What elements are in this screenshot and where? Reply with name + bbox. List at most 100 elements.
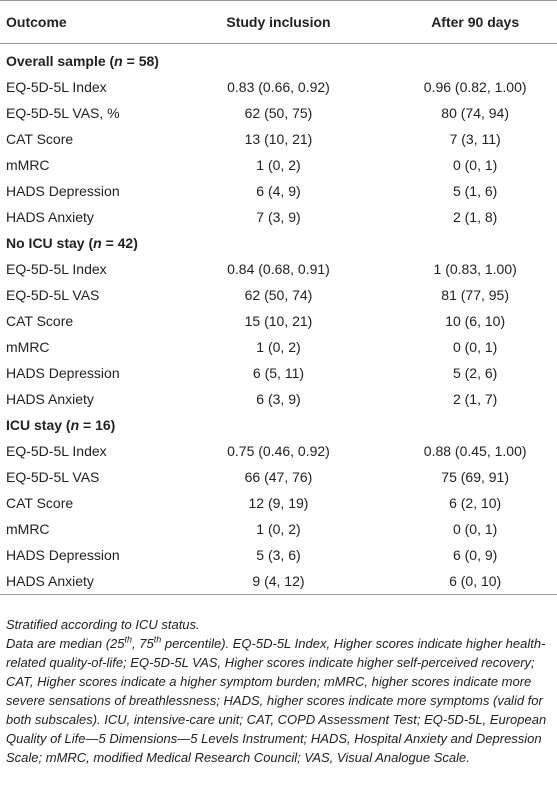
data-row: CAT Score 15 (10, 21) 10 (6, 10) xyxy=(0,308,557,334)
cell: 6 (3, 9) xyxy=(256,391,301,407)
column-header: Outcome xyxy=(0,0,186,44)
cell: 10 (6, 10) xyxy=(445,313,506,329)
cell: mMRC xyxy=(6,339,50,355)
cell: EQ-5D-5L Index xyxy=(6,79,107,95)
cell: 0.75 (0.46, 0.92) xyxy=(227,443,330,459)
cell: CAT Score xyxy=(6,313,74,329)
label-part: No ICU stay ( xyxy=(6,235,94,251)
cell: 7 (3, 11) xyxy=(449,131,501,147)
section-row: Overall sample (n = 58) xyxy=(0,44,557,75)
footnote: Stratified according to ICU status. xyxy=(6,617,200,632)
column-header: After 90 days xyxy=(371,0,557,44)
data-row: CAT Score 13 (10, 21) 7 (3, 11) xyxy=(0,126,557,152)
cell: 6 (5, 11) xyxy=(252,365,305,381)
section-label: Overall sample (n = 58) xyxy=(0,44,557,75)
cell: 1 (0, 2) xyxy=(256,157,301,173)
cell: 81 (77, 95) xyxy=(441,287,510,303)
note-part: th xyxy=(124,634,133,645)
results-table: Outcome Study inclusion After 90 days Over… xyxy=(0,0,557,595)
cell: CAT Score xyxy=(6,131,74,147)
cell: 7 (3, 9) xyxy=(256,209,301,225)
data-row: EQ-5D-5L Index 0.83 (0.66, 0.92) 0.96 (0.8… xyxy=(0,74,557,100)
label-part: ICU stay ( xyxy=(6,417,71,433)
cell: HADS Depression xyxy=(6,365,120,381)
data-row: HADS Anxiety 6 (3, 9) 2 (1, 7) xyxy=(0,386,557,412)
cell: 0.88 (0.45, 1.00) xyxy=(423,443,527,459)
column-header: Study inclusion xyxy=(185,0,372,44)
data-row: EQ-5D-5L VAS 66 (47, 76) 75 (69, 91) xyxy=(0,464,557,490)
cell: 80 (74, 94) xyxy=(441,105,510,121)
cell: 12 (9, 19) xyxy=(248,495,309,511)
cell: 0.84 (0.68, 0.91) xyxy=(227,261,330,277)
label-part: = 58) xyxy=(122,53,159,69)
data-row: EQ-5D-5L Index 0.84 (0.68, 0.91) 1 (0.83, … xyxy=(0,256,557,282)
cell: 6 (4, 9) xyxy=(256,183,301,199)
cell: HADS Anxiety xyxy=(6,391,94,407)
label-part: n xyxy=(70,417,80,433)
data-row: HADS Anxiety 9 (4, 12) 6 (0, 10) xyxy=(0,568,557,595)
cell: 1 (0, 2) xyxy=(256,339,301,355)
header-row: Outcome Study inclusion After 90 days xyxy=(0,0,557,44)
data-row: EQ-5D-5L Index 0.75 (0.46, 0.92) 0.88 (0.4… xyxy=(0,438,557,464)
label-part: = 16) xyxy=(79,417,116,433)
cell: 6 (0, 10) xyxy=(371,568,557,595)
label-part: Overall sample ( xyxy=(6,53,115,69)
data-row: HADS Depression 6 (4, 9) 5 (1, 6) xyxy=(0,178,557,204)
cell: 1 (0.83, 1.00) xyxy=(433,261,517,277)
section-row: ICU stay (n = 16) xyxy=(0,412,557,438)
label-part: n xyxy=(93,235,102,251)
cell: mMRC xyxy=(6,521,50,537)
cell: 0 (0, 1) xyxy=(452,521,498,537)
footnotes: Stratified according to ICU status. Data… xyxy=(0,595,557,767)
note-part: Data are median (25 xyxy=(6,636,125,651)
section-label: ICU stay (n = 16) xyxy=(0,412,557,438)
cell: EQ-5D-5L Index xyxy=(6,443,107,459)
data-row: HADS Anxiety 7 (3, 9) 2 (1, 8) xyxy=(0,204,557,230)
cell: EQ-5D-5L Index xyxy=(6,261,107,277)
cell: HADS Depression xyxy=(6,547,120,563)
cell: 66 (47, 76) xyxy=(244,469,313,485)
cell: 0 (0, 1) xyxy=(452,157,498,173)
cell: 0.83 (0.66, 0.92) xyxy=(227,79,330,95)
note-part: percentile). EQ-5D-5L Index, Higher scor… xyxy=(6,636,547,765)
cell: HADS Anxiety xyxy=(6,209,94,225)
cell: CAT Score xyxy=(6,495,74,511)
footnote: Data are median (25th, 75th percentile).… xyxy=(6,634,551,767)
note-part: th xyxy=(153,634,162,645)
cell: 2 (1, 7) xyxy=(452,391,498,407)
cell: 62 (50, 74) xyxy=(244,287,313,303)
cell: 9 (4, 12) xyxy=(185,568,372,595)
cell: mMRC xyxy=(6,157,50,173)
data-row: mMRC 1 (0, 2) 0 (0, 1) xyxy=(0,334,557,360)
data-row: EQ-5D-5L VAS 62 (50, 74) 81 (77, 95) xyxy=(0,282,557,308)
data-row: EQ-5D-5L VAS, % 62 (50, 75) 80 (74, 94) xyxy=(0,100,557,126)
cell: 5 (1, 6) xyxy=(452,183,498,199)
cell: 0.96 (0.82, 1.00) xyxy=(423,79,527,95)
data-row: mMRC 1 (0, 2) 0 (0, 1) xyxy=(0,516,557,542)
cell: 0 (0, 1) xyxy=(452,339,498,355)
cell: 2 (1, 8) xyxy=(452,209,498,225)
cell: EQ-5D-5L VAS xyxy=(6,469,100,485)
cell: 1 (0, 2) xyxy=(256,521,301,537)
label-part: n xyxy=(114,53,123,69)
cell: HADS Anxiety xyxy=(0,568,186,595)
cell: HADS Depression xyxy=(6,183,120,199)
cell: 6 (2, 10) xyxy=(449,495,502,511)
cell: 75 (69, 91) xyxy=(441,469,510,485)
cell: EQ-5D-5L VAS, % xyxy=(6,105,120,121)
data-row: HADS Depression 6 (5, 11) 5 (2, 6) xyxy=(0,360,557,386)
data-row: mMRC 1 (0, 2) 0 (0, 1) xyxy=(0,152,557,178)
note-part: , 75 xyxy=(132,636,154,651)
cell: 15 (10, 21) xyxy=(244,313,313,329)
data-row: HADS Depression 5 (3, 6) 6 (0, 9) xyxy=(0,542,557,568)
label-part: = 42) xyxy=(101,235,138,251)
section-label: No ICU stay (n = 42) xyxy=(0,230,557,256)
cell: EQ-5D-5L VAS xyxy=(6,287,100,303)
cell: 6 (0, 9) xyxy=(452,547,498,563)
cell: 5 (3, 6) xyxy=(256,547,301,563)
section-row: No ICU stay (n = 42) xyxy=(0,230,557,256)
data-row: CAT Score 12 (9, 19) 6 (2, 10) xyxy=(0,490,557,516)
cell: 13 (10, 21) xyxy=(244,131,313,147)
cell: 5 (2, 6) xyxy=(452,365,498,381)
